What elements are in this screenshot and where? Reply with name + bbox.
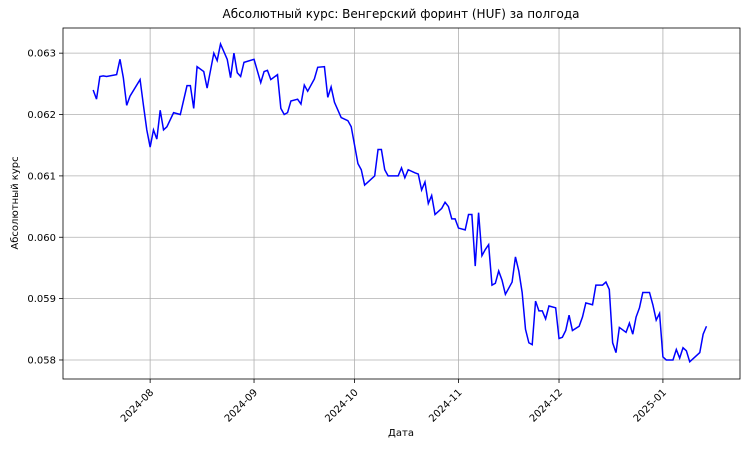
data-line <box>92 41 708 364</box>
chart-title: Абсолютный курс: Венгерский форинт (HUF)… <box>223 7 580 21</box>
x-axis-label: Дата <box>388 428 414 439</box>
y-tick-label: 0.061 <box>27 171 56 182</box>
y-tick-label: 0.060 <box>27 233 56 244</box>
y-tick-label: 0.059 <box>27 294 56 305</box>
y-tick-label: 0.063 <box>27 49 56 60</box>
y-axis-label: Абсолютный курс <box>10 156 21 249</box>
y-tick-label: 0.058 <box>27 355 56 366</box>
plot-frame <box>62 27 741 380</box>
y-tick-label: 0.062 <box>27 110 56 121</box>
